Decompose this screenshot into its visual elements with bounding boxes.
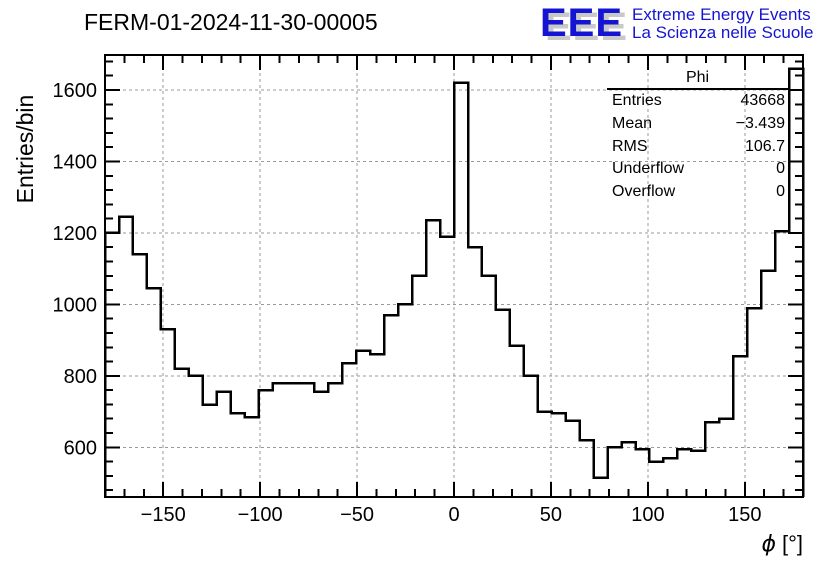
stats-label: RMS: [612, 137, 648, 155]
y-tick-label: 1200: [53, 223, 98, 245]
stats-label: Underflow: [612, 160, 685, 178]
stats-row-mean: Mean −3.439: [607, 113, 788, 136]
x-tick-label: 100: [631, 504, 664, 526]
x-tick-label: −50: [340, 504, 374, 526]
stats-row-entries: Entries 43668: [607, 90, 788, 113]
stats-label: Mean: [612, 115, 653, 133]
x-tick-label: 0: [448, 504, 459, 526]
stats-row-rms: RMS 106.7: [607, 135, 788, 158]
stats-label: Overflow: [612, 183, 676, 201]
phi-symbol: ϕ: [761, 532, 776, 557]
stats-value: −3.439: [735, 115, 785, 133]
stats-title: Phi: [607, 67, 788, 90]
y-axis-title: Entries/bin: [12, 94, 38, 204]
stats-row-overflow: Overflow 0: [607, 181, 788, 204]
stats-label: Entries: [612, 92, 662, 110]
y-tick-label: 800: [64, 366, 97, 388]
eee-logo-acronym: EEE: [540, 1, 624, 45]
stats-value: 0: [776, 160, 785, 178]
plot-title: FERM-01-2024-11-30-00005: [84, 9, 378, 35]
eee-logo-text: Extreme Energy Events La Scienza nelle S…: [632, 6, 813, 42]
y-tick-label: 1400: [53, 152, 98, 174]
stats-box: Phi Entries 43668 Mean −3.439 RMS 106.7 …: [607, 67, 788, 203]
stats-value: 0: [776, 183, 785, 201]
y-tick-label: 600: [64, 437, 97, 459]
stats-row-underflow: Underflow 0: [607, 158, 788, 181]
x-tick-label: −150: [141, 504, 186, 526]
histogram-line: [103, 67, 805, 497]
eee-logo-line2: La Scienza nelle Scuole: [632, 23, 814, 42]
eee-logo-line1: Extreme Energy Events: [632, 5, 811, 24]
x-tick-label: 150: [728, 504, 761, 526]
x-tick-label: 50: [540, 504, 562, 526]
x-tick-label: −100: [238, 504, 283, 526]
y-tick-label: 1000: [53, 294, 98, 316]
y-tick-label: 1600: [53, 80, 98, 102]
stats-value: 106.7: [744, 137, 785, 155]
x-axis-title: ϕ [°]: [761, 531, 803, 557]
x-axis-unit: [°]: [781, 531, 803, 556]
stats-value: 43668: [740, 92, 786, 110]
eee-logo: EEE Extreme Energy Events La Scienza nel…: [540, 2, 814, 44]
